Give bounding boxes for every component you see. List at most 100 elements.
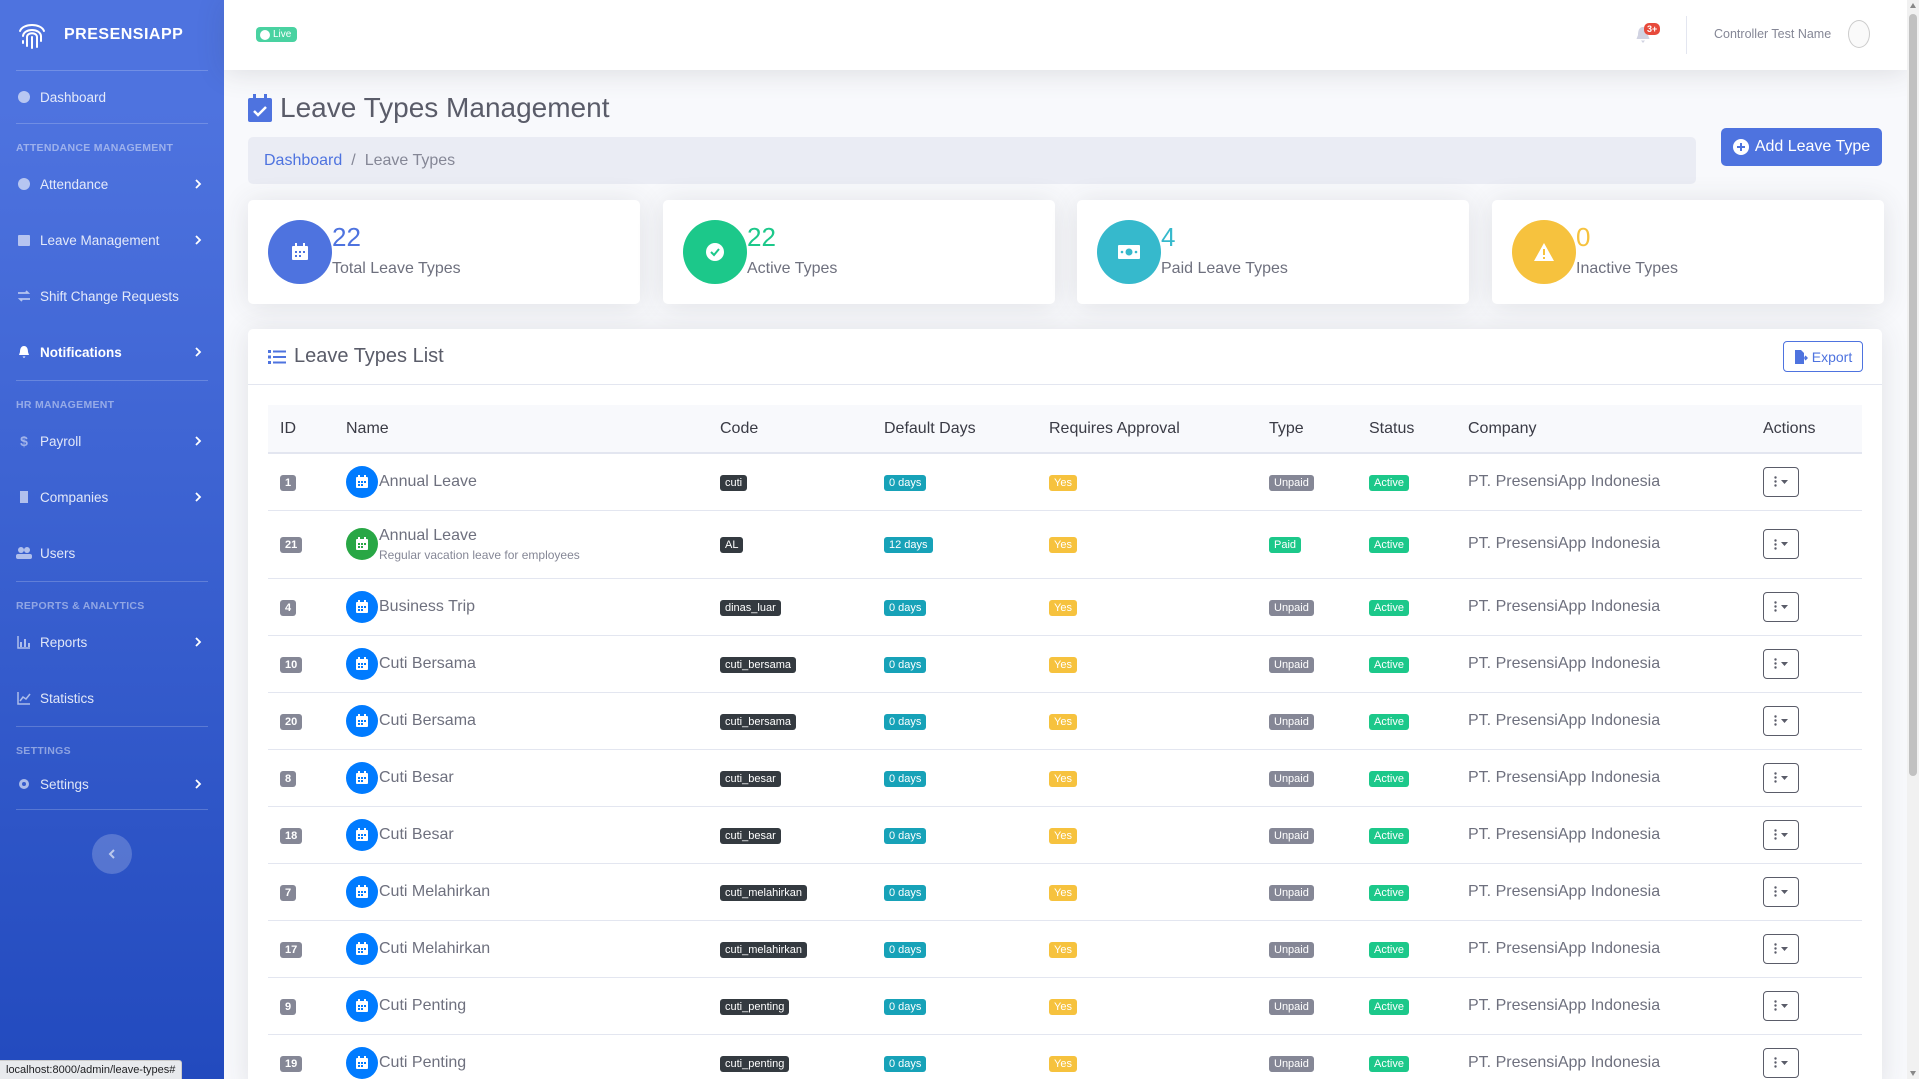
section-heading: SETTINGS bbox=[16, 745, 71, 757]
leave-type-name: Cuti Melahirkan bbox=[379, 939, 491, 957]
breadcrumb-separator: / bbox=[351, 151, 356, 169]
live-badge: Live bbox=[256, 27, 298, 42]
column-header[interactable]: Requires Approval bbox=[1037, 405, 1257, 454]
export-button[interactable]: Export bbox=[1783, 341, 1863, 372]
actions-dropdown-button[interactable] bbox=[1763, 762, 1799, 793]
caret-down-icon bbox=[1781, 946, 1788, 951]
sidebar-item-label: Attendance bbox=[40, 176, 109, 192]
default-days-badge: 0 days bbox=[884, 713, 927, 730]
sidebar-item-notifications[interactable]: Notifications bbox=[0, 324, 224, 380]
id-badge: 20 bbox=[280, 713, 303, 730]
actions-dropdown-button[interactable] bbox=[1763, 466, 1799, 497]
list-header: Leave Types List bbox=[248, 329, 1882, 385]
sidebar-item-payroll[interactable]: $ Payroll bbox=[0, 413, 224, 469]
check-circle-icon bbox=[706, 243, 724, 261]
caret-down-icon bbox=[1781, 889, 1788, 894]
ellipsis-vertical-icon bbox=[1774, 829, 1777, 840]
column-header: Actions bbox=[1751, 405, 1862, 454]
user-name[interactable]: Controller Test Name bbox=[1714, 27, 1832, 41]
topbar: Live 3+ Controller Test Name bbox=[224, 0, 1907, 70]
add-leave-type-button[interactable]: Add Leave Type bbox=[1721, 128, 1882, 166]
code-badge: cuti bbox=[720, 474, 748, 491]
brand[interactable]: PRESENSIAPP bbox=[0, 0, 224, 70]
sidebar-item-statistics[interactable]: Statistics bbox=[0, 670, 224, 726]
approval-badge: Yes bbox=[1049, 713, 1077, 730]
page-title: Leave Types Management bbox=[248, 92, 609, 124]
company-name: PT. PresensiApp Indonesia bbox=[1468, 711, 1661, 729]
approval-badge: Yes bbox=[1049, 941, 1077, 958]
breadcrumb: Dashboard / Leave Types bbox=[248, 137, 1696, 184]
sidebar-item-companies[interactable]: Companies bbox=[0, 469, 224, 525]
scrollbar-thumb[interactable] bbox=[1909, 14, 1917, 776]
default-days-badge: 12 days bbox=[884, 537, 933, 553]
caret-down-icon bbox=[1781, 542, 1788, 546]
actions-dropdown-button[interactable] bbox=[1763, 990, 1799, 1021]
table-row: 21 Annual Leave Regular vacation leave f… bbox=[268, 510, 1862, 579]
column-header[interactable]: ID bbox=[268, 405, 334, 454]
caret-down-icon bbox=[1781, 718, 1788, 723]
code-badge: dinas_luar bbox=[720, 599, 781, 616]
actions-dropdown-button[interactable] bbox=[1763, 591, 1799, 622]
sidebar-item-settings[interactable]: Settings bbox=[0, 759, 224, 809]
column-header[interactable]: Code bbox=[708, 405, 872, 454]
file-export-icon bbox=[1794, 349, 1808, 364]
dashboard-icon bbox=[16, 89, 32, 105]
leave-type-name-cell: Cuti Besar bbox=[346, 818, 708, 851]
calendar-icon bbox=[346, 590, 378, 623]
sidebar-item-leave-management[interactable]: Leave Management bbox=[0, 212, 224, 268]
actions-dropdown-button[interactable] bbox=[1763, 876, 1799, 907]
column-header[interactable]: Status bbox=[1357, 405, 1456, 454]
column-header[interactable]: Default Days bbox=[872, 405, 1037, 454]
sidebar-item-reports[interactable]: Reports bbox=[0, 614, 224, 670]
actions-dropdown-button[interactable] bbox=[1763, 933, 1799, 964]
sidebar-item-users[interactable]: Users bbox=[0, 525, 224, 581]
actions-dropdown-button[interactable] bbox=[1763, 529, 1799, 559]
default-days-badge: 0 days bbox=[884, 474, 927, 491]
calendar-icon bbox=[346, 704, 378, 737]
status-badge: Active bbox=[1369, 884, 1409, 901]
table-row: 18 Cuti Besar cuti_besar 0 days Yes Unpa… bbox=[268, 806, 1862, 864]
actions-dropdown-button[interactable] bbox=[1763, 1047, 1799, 1078]
type-badge: Unpaid bbox=[1269, 713, 1314, 730]
page-scrollbar[interactable] bbox=[1907, 0, 1919, 1079]
sidebar-item-attendance[interactable]: Attendance bbox=[0, 156, 224, 212]
column-header[interactable]: Name bbox=[334, 405, 708, 454]
type-badge: Unpaid bbox=[1269, 998, 1314, 1015]
leave-type-name: Cuti Besar bbox=[379, 825, 454, 843]
leave-type-name: Cuti Besar bbox=[379, 768, 454, 786]
avatar[interactable] bbox=[1848, 20, 1870, 48]
sidebar-item-dashboard[interactable]: Dashboard bbox=[0, 71, 224, 123]
table-row: 10 Cuti Bersama cuti_bersama 0 days Yes … bbox=[268, 635, 1862, 693]
actions-dropdown-button[interactable] bbox=[1763, 819, 1799, 850]
table-row: 8 Cuti Besar cuti_besar 0 days Yes Unpai… bbox=[268, 749, 1862, 807]
approval-badge: Yes bbox=[1049, 656, 1077, 673]
stat-value: 4 bbox=[1161, 222, 1176, 252]
stat-label: Inactive Types bbox=[1576, 260, 1678, 277]
leave-type-name-cell: Cuti Melahirkan bbox=[346, 932, 708, 965]
column-header[interactable]: Company bbox=[1456, 405, 1751, 454]
code-badge: cuti_bersama bbox=[720, 713, 797, 730]
money-bill-icon bbox=[1118, 245, 1140, 259]
column-header[interactable]: Type bbox=[1257, 405, 1357, 454]
actions-dropdown-button[interactable] bbox=[1763, 705, 1799, 736]
plus-circle-icon bbox=[1732, 139, 1749, 155]
leave-type-name-cell: Cuti Bersama bbox=[346, 647, 708, 680]
sidebar-item-shift-change[interactable]: Shift Change Requests bbox=[0, 268, 224, 324]
stat-label: Total Leave Types bbox=[332, 260, 461, 277]
leave-type-name-cell: Cuti Penting bbox=[346, 989, 708, 1022]
chevron-right-icon bbox=[195, 492, 202, 502]
scroll-down-icon[interactable] bbox=[1910, 1071, 1916, 1076]
breadcrumb-home-link[interactable]: Dashboard bbox=[264, 151, 343, 169]
stat-card-inactive: 0 Inactive Types bbox=[1492, 200, 1884, 304]
clock-icon bbox=[16, 176, 32, 192]
scroll-up-icon[interactable] bbox=[1910, 3, 1916, 8]
company-name: PT. PresensiApp Indonesia bbox=[1468, 1053, 1661, 1071]
ellipsis-vertical-icon bbox=[1774, 538, 1777, 550]
status-badge: Active bbox=[1369, 941, 1409, 958]
stat-value: 0 bbox=[1576, 222, 1591, 252]
caret-down-icon bbox=[1781, 479, 1788, 484]
section-heading: HR MANAGEMENT bbox=[16, 399, 115, 411]
sidebar-toggle-button[interactable] bbox=[92, 834, 132, 874]
calendar-icon bbox=[346, 465, 378, 498]
actions-dropdown-button[interactable] bbox=[1763, 648, 1799, 679]
